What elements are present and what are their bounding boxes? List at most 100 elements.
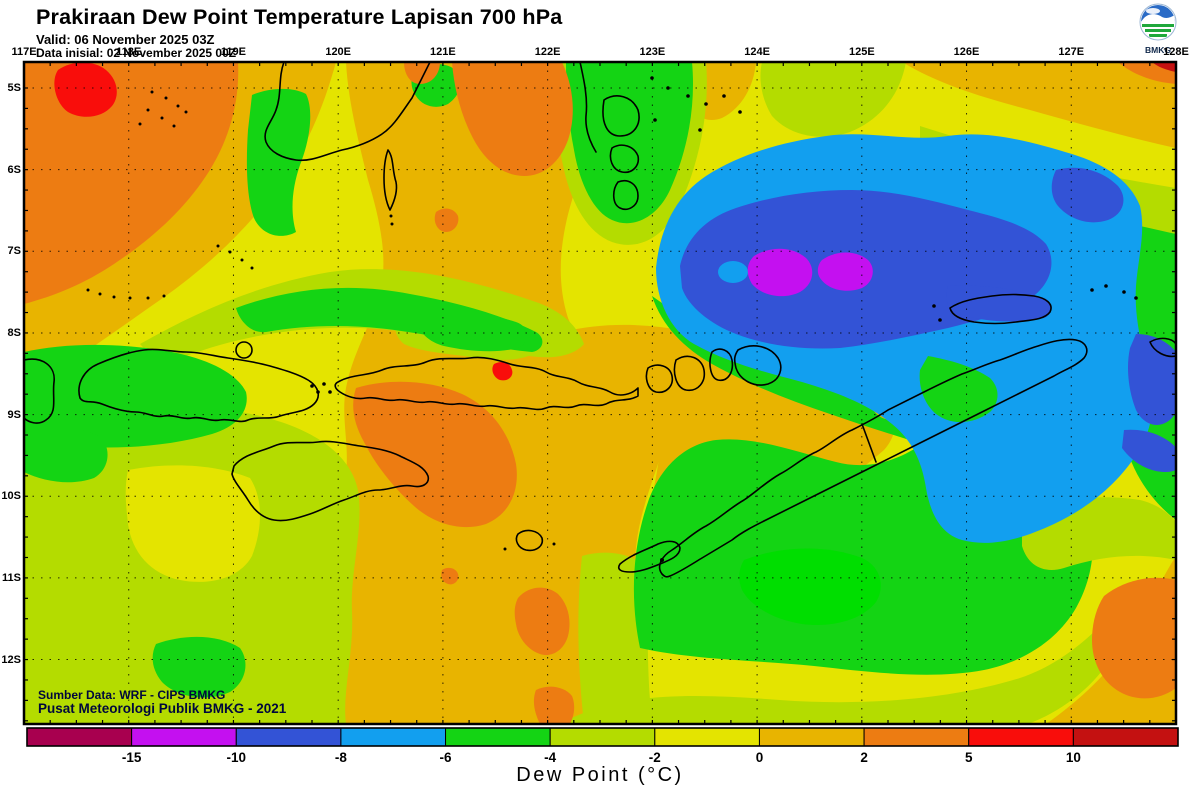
contour-chartreuse-bottom-band: [560, 630, 1110, 724]
colorbar-tick-label: 5: [964, 750, 973, 765]
coast-timor-border: [861, 423, 877, 463]
contour-green-west: [24, 344, 247, 448]
coast-sumba: [231, 440, 430, 522]
contour-orange-belowflores: [353, 381, 517, 528]
colorbar-tick-label: 2: [860, 750, 868, 765]
colorbar-tick-label: -4: [544, 750, 557, 765]
contour-magenta1: [747, 248, 813, 297]
bmkg-logo: BMKG: [1136, 2, 1180, 55]
valid-time-label: Valid: 06 November 2025 03Z: [36, 32, 215, 47]
contour-orange-bottom1: [514, 587, 570, 656]
coast-timor: [658, 338, 1088, 578]
coast-sulawesi-sw: [264, 62, 431, 162]
colorbar-segment: [758, 727, 865, 747]
colorbar-segment: [863, 727, 970, 747]
contour-royal-right1: [1128, 334, 1176, 425]
contour-lightblue-hole: [718, 261, 748, 283]
coast-buton1: [602, 95, 640, 137]
colorbar-segment: [340, 727, 447, 747]
contour-yellow-patch-bl: [125, 465, 260, 582]
coast-flores: [334, 356, 639, 411]
contour-orange-small-mid: [434, 208, 459, 232]
lat-tick-label: 7S: [7, 245, 21, 258]
lon-tick-label: 123E: [639, 46, 666, 58]
lat-tick-label: 5S: [7, 82, 21, 94]
lon-tick-label: 122E: [534, 46, 561, 58]
coast-lombok-partial: [24, 358, 55, 424]
contour-royal-right2: [1122, 429, 1176, 472]
lon-tick-label: 119E: [220, 46, 246, 58]
colorbar-segment: [654, 727, 760, 747]
coast-lembata: [673, 355, 706, 392]
contour-gold-topright: [902, 62, 1176, 148]
coast-savu: [515, 529, 544, 552]
lat-tick-label: 10S: [1, 490, 21, 503]
bmkg-logo-icon: [1139, 3, 1177, 41]
colorbar-tick-label: -2: [648, 750, 661, 765]
bmkg-logo-label: BMKG: [1145, 45, 1171, 55]
lat-tick-label: 11S: [2, 571, 21, 584]
colorbar-tick-label: -10: [226, 750, 247, 765]
attribution-org: Pusat Meteorologi Publik BMKG - 2021: [38, 701, 287, 716]
islet-dots: [86, 76, 1138, 562]
colorbar: [26, 727, 1179, 747]
colorbar-segment: [445, 727, 551, 747]
colorbar-segment: [26, 727, 133, 747]
colorbar-segment: [131, 727, 237, 747]
coastlines: [24, 62, 1176, 578]
contour-gold-midcolumn: [330, 62, 665, 724]
coast-rote: [617, 540, 681, 573]
lon-tick-label: 121E: [430, 46, 456, 58]
contour-green-bright-core: [739, 548, 881, 626]
coast-sangeang-island: [235, 341, 253, 359]
colorbar-segment: [549, 727, 656, 747]
coast-adonara: [645, 364, 674, 394]
contour-orange-right: [1092, 577, 1176, 699]
lon-tick-label: 125E: [848, 46, 875, 58]
lon-tick-label: 128E: [1163, 46, 1189, 58]
colorbar-tick-label: 0: [755, 750, 764, 765]
attribution-source: Sumber Data: WRF - CIPS BMKG: [38, 688, 226, 702]
colorbar-segment: [968, 727, 1074, 747]
contour-red-flores-dot: [492, 362, 513, 381]
contour-magenta2: [817, 252, 873, 291]
lat-tick-label: 9S: [7, 408, 21, 421]
colorbar-title: Dew Point (°C): [516, 764, 684, 786]
coast-sumbawa: [78, 348, 320, 423]
colorbar-segment: [235, 727, 342, 747]
contour-chartreuse-topmid: [760, 62, 906, 137]
contour-orange-midtop: [452, 62, 573, 176]
coast-sulawesi-se1: [579, 62, 597, 153]
contour-darkred-corner: [1152, 62, 1176, 72]
coast-pantar: [709, 348, 734, 382]
colorbar-tick-label: -8: [334, 750, 347, 765]
contour-red-topleft: [54, 62, 117, 117]
coast-alor: [733, 345, 782, 386]
lat-tick-label: 8S: [7, 326, 21, 339]
colorbar-tick-label: -6: [439, 750, 452, 765]
lat-tick-label: 12S: [1, 653, 21, 666]
lon-tick-label: 126E: [953, 46, 980, 58]
contour-green-sulawesi-coast: [246, 88, 311, 236]
contour-orange-bottom2: [533, 686, 575, 724]
coast-babar-partial: [1149, 337, 1176, 358]
colorbar-tick-label: 10: [1065, 750, 1081, 765]
lon-tick-label: 118E: [116, 46, 142, 58]
colorbar-tick-label: -15: [121, 750, 142, 765]
contour-field: [24, 62, 1176, 724]
contour-orange-topleft: [24, 62, 239, 304]
lon-tick-label: 127E: [1058, 46, 1085, 58]
lat-tick-label: 6S: [7, 163, 21, 176]
axis-ticks: [23, 62, 1177, 724]
lon-tick-label: 124E: [744, 46, 770, 58]
contour-orange-bottom3: [441, 567, 459, 585]
contour-green-bl2: [152, 636, 246, 698]
contour-green-wedge-on-blue: [919, 356, 998, 423]
contour-green-nflores: [417, 314, 527, 352]
lon-tick-label: 120E: [325, 46, 352, 58]
contour-green-bl1: [24, 426, 108, 483]
contour-chartreuse-bottomcol: [578, 552, 650, 724]
contour-royal-topright: [1051, 167, 1124, 223]
